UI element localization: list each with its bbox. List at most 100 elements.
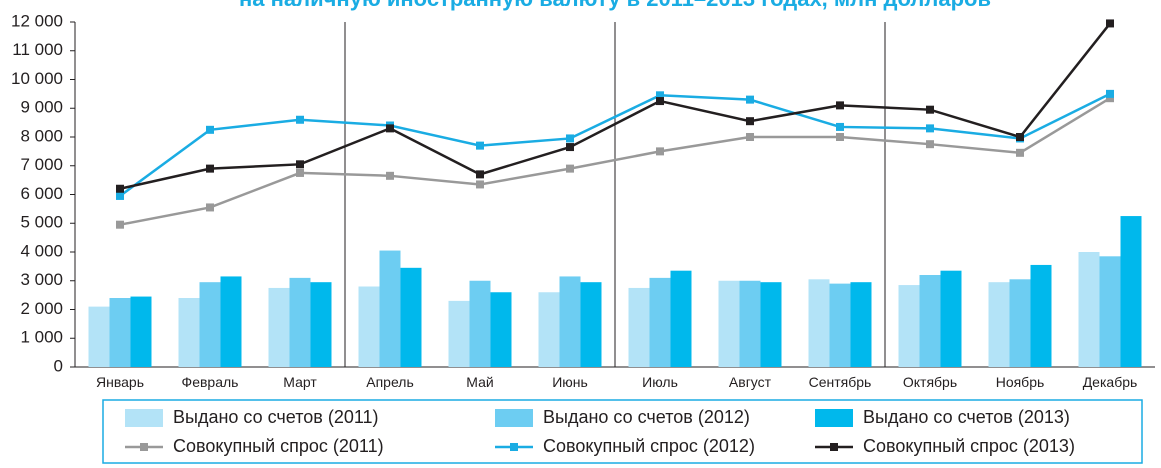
bar [739, 280, 761, 367]
marker [206, 164, 214, 173]
bar [919, 275, 941, 367]
marker [656, 91, 664, 100]
legend-label: Совокупный спрос (2011) [173, 436, 384, 456]
x-tick-label: Июнь [552, 374, 588, 390]
marker [1106, 89, 1114, 98]
marker [566, 134, 574, 143]
bar [580, 282, 602, 367]
marker [296, 115, 304, 124]
marker [836, 101, 844, 110]
marker [476, 180, 484, 189]
line [119, 22, 1111, 190]
marker [386, 171, 394, 180]
marker [476, 141, 484, 150]
bar [559, 276, 581, 367]
marker [746, 133, 754, 141]
bar [808, 279, 830, 367]
bar [358, 286, 380, 367]
marker [296, 168, 304, 177]
marker [1106, 94, 1114, 103]
y-tick-label: 4 000 [20, 241, 63, 260]
legend-box [102, 399, 1143, 464]
marker [926, 124, 934, 133]
bar [88, 306, 110, 367]
marker [1106, 19, 1114, 28]
bar [1120, 216, 1142, 367]
bar [988, 282, 1010, 367]
bar [178, 298, 200, 367]
marker [656, 147, 664, 156]
bar [829, 283, 851, 367]
bar [448, 300, 470, 367]
y-tick-label: 6 000 [20, 184, 63, 203]
x-tick-label: Декабрь [1083, 374, 1138, 390]
legend-marker [140, 443, 148, 451]
y-tick-label: 5 000 [20, 213, 63, 232]
y-tick-label: 3 000 [20, 270, 63, 289]
marker [116, 191, 124, 200]
bar [199, 282, 221, 367]
bar [1078, 252, 1100, 367]
bar [670, 270, 692, 367]
legend-label: Выдано со счетов (2011) [173, 407, 379, 427]
bar [649, 277, 671, 367]
marker [476, 170, 484, 179]
marker [296, 160, 304, 169]
legend-label: Совокупный спрос (2013) [863, 436, 1075, 456]
y-tick-label: 12 000 [11, 11, 63, 30]
bar [289, 277, 311, 367]
marker [836, 133, 844, 141]
marker [116, 220, 124, 229]
legend-marker [830, 443, 838, 451]
legend-label: Совокупный спрос (2012) [543, 436, 755, 456]
bar [490, 292, 512, 367]
legend-marker [510, 443, 518, 451]
x-tick-label: Октябрь [903, 374, 957, 390]
x-tick-label: Май [466, 374, 493, 390]
x-tick-label: Февраль [182, 374, 239, 390]
bar [850, 282, 872, 367]
marker [206, 125, 214, 134]
y-tick-label: 11 000 [12, 40, 63, 59]
marker [746, 117, 754, 126]
x-tick-label: Март [283, 374, 317, 390]
bar [130, 296, 152, 367]
legend-label: Выдано со счетов (2012) [543, 407, 750, 427]
bar [469, 280, 491, 367]
bar [109, 298, 131, 367]
bar [718, 280, 740, 367]
bar [628, 287, 650, 367]
bar [268, 287, 290, 367]
marker [1016, 133, 1024, 141]
y-tick-label: 8 000 [20, 126, 63, 145]
line [119, 97, 1111, 226]
legend-label: Выдано со счетов (2013) [863, 407, 1070, 427]
marker [926, 140, 934, 149]
y-tick-label: 2 000 [20, 299, 63, 318]
bar [1009, 279, 1031, 367]
x-tick-label: Январь [96, 374, 144, 390]
legend-swatch [495, 409, 533, 427]
y-tick-label: 1 000 [20, 328, 63, 347]
bar [898, 285, 920, 367]
marker [1016, 148, 1024, 157]
marker [206, 203, 214, 212]
x-tick-label: Август [729, 374, 772, 390]
y-tick-label: 9 000 [20, 98, 63, 117]
marker [386, 124, 394, 133]
bar [760, 282, 782, 367]
y-tick-label: 10 000 [11, 69, 63, 88]
marker [116, 184, 124, 193]
marker [656, 97, 664, 106]
x-tick-label: Ноябрь [996, 374, 1045, 390]
marker [836, 122, 844, 131]
y-tick-label: 0 [54, 356, 63, 375]
marker [566, 164, 574, 173]
marker [746, 95, 754, 104]
bar [310, 282, 332, 367]
x-tick-label: Апрель [366, 374, 414, 390]
x-tick-label: Сентябрь [809, 374, 872, 390]
bar [379, 250, 401, 367]
legend-swatch [815, 409, 853, 427]
